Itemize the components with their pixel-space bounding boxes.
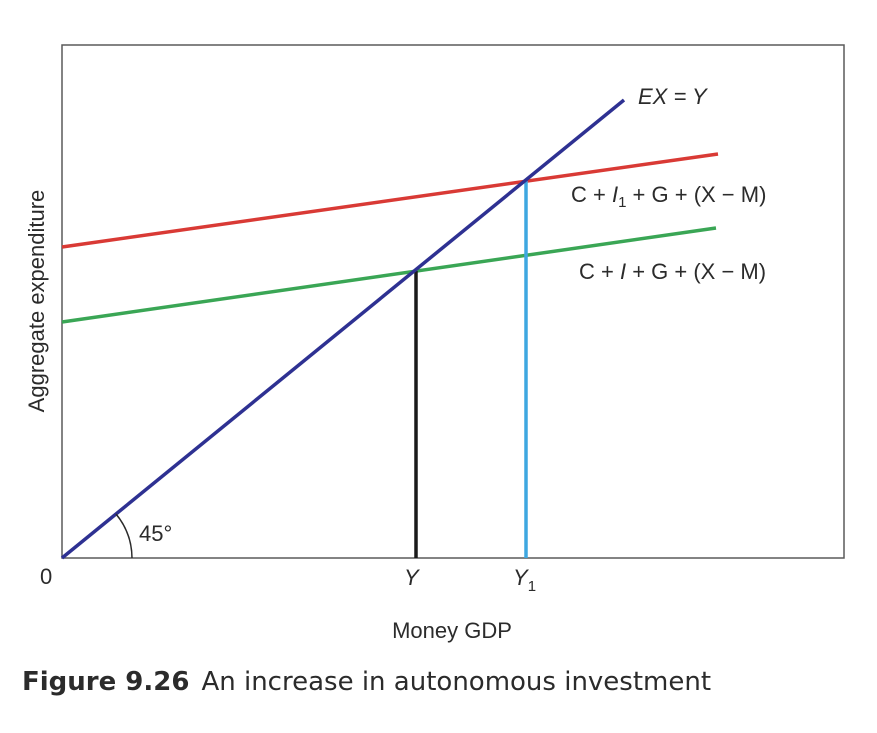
series-line-ex-equals-y [60,98,626,560]
y-axis-label: Aggregate expenditure [24,190,49,413]
figure-number: Figure 9.26 [22,667,190,697]
x-tick-label-y: Y [404,565,420,590]
x-axis-label: Money GDP [392,618,512,643]
plot-frame [61,44,845,559]
figure-caption: Figure 9.26 An increase in autonomous inv… [22,667,711,697]
series-label-cig-xm: C + I + G + (X − M) [579,259,766,284]
series-line-cig-xm [61,226,717,324]
series-label-ci1g-xm: C + I1 + G + (X − M) [571,182,766,211]
angle-label: 45° [139,521,172,546]
origin-label: 0 [40,564,52,589]
series-label-ex-equals-y: EX = Y [638,84,708,109]
angle-arc [115,513,133,559]
x-tick-label-y1: Y1 [513,565,536,595]
series-line-ci1g-xm [61,152,719,249]
figure-caption-text: An increase in autonomous investment [201,667,712,697]
chart: 45° EX = Y C + I1 + G + (X − M) C + I + … [24,44,845,643]
